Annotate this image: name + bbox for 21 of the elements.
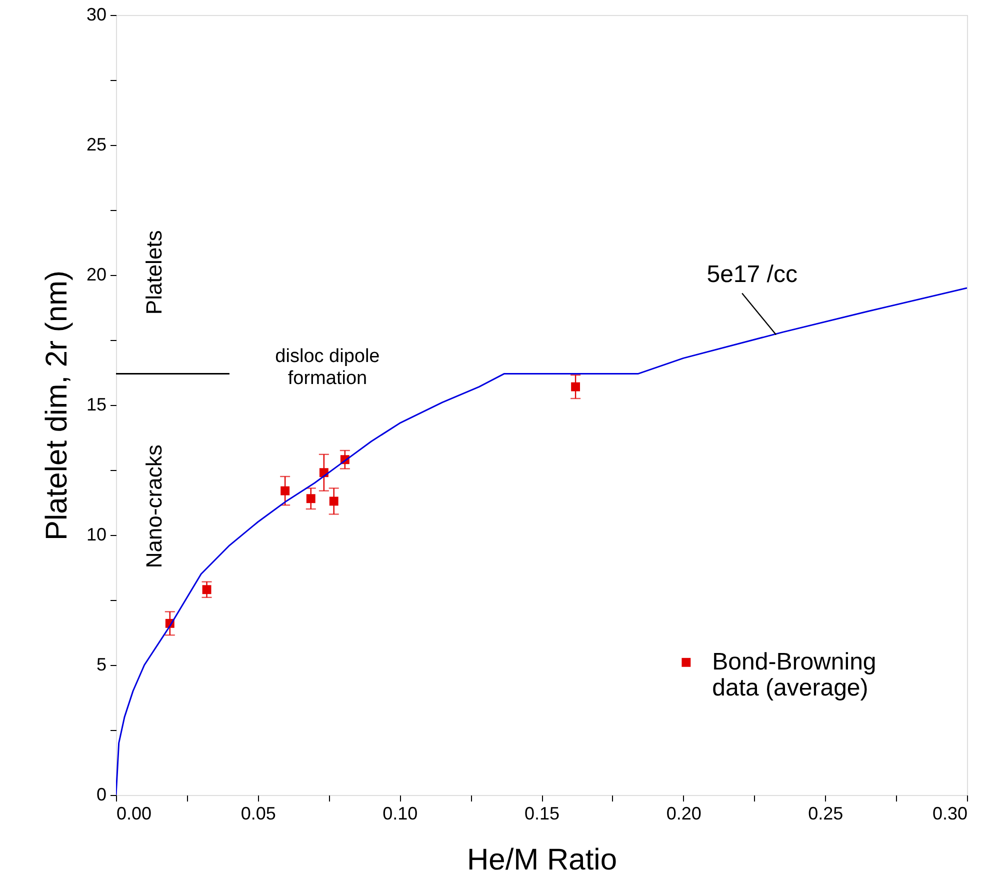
annotation: disloc dipole formation bbox=[275, 346, 380, 389]
y-axis-title: Platelet dim, 2r (nm) bbox=[40, 270, 74, 541]
x-tick-label: 0.15 bbox=[524, 804, 560, 824]
x-tick-label: 0.20 bbox=[666, 804, 702, 824]
y-tick-label: 0 bbox=[96, 784, 106, 804]
y-tick-label: 20 bbox=[86, 264, 106, 284]
annotation: Platelets bbox=[141, 230, 166, 315]
x-tick-label: 0.25 bbox=[808, 804, 844, 824]
annotation: Nano-cracks bbox=[141, 444, 166, 568]
x-axis-title: He/M Ratio bbox=[466, 844, 618, 876]
x-tick-label: 0.10 bbox=[382, 804, 418, 824]
y-tick-label: 15 bbox=[86, 394, 106, 414]
legend-label: Bond-Browning data (average) bbox=[712, 648, 876, 702]
x-tick-label: 0.05 bbox=[240, 804, 276, 824]
x-tick-label: 0.00 bbox=[116, 804, 152, 824]
y-tick-label: 5 bbox=[96, 654, 106, 674]
y-tick-label: 25 bbox=[86, 134, 106, 154]
y-tick-label: 30 bbox=[86, 4, 106, 24]
annotation: 5e17 /cc bbox=[706, 260, 798, 288]
y-tick-label: 10 bbox=[86, 524, 106, 544]
x-tick-label: 0.30 bbox=[932, 804, 968, 824]
